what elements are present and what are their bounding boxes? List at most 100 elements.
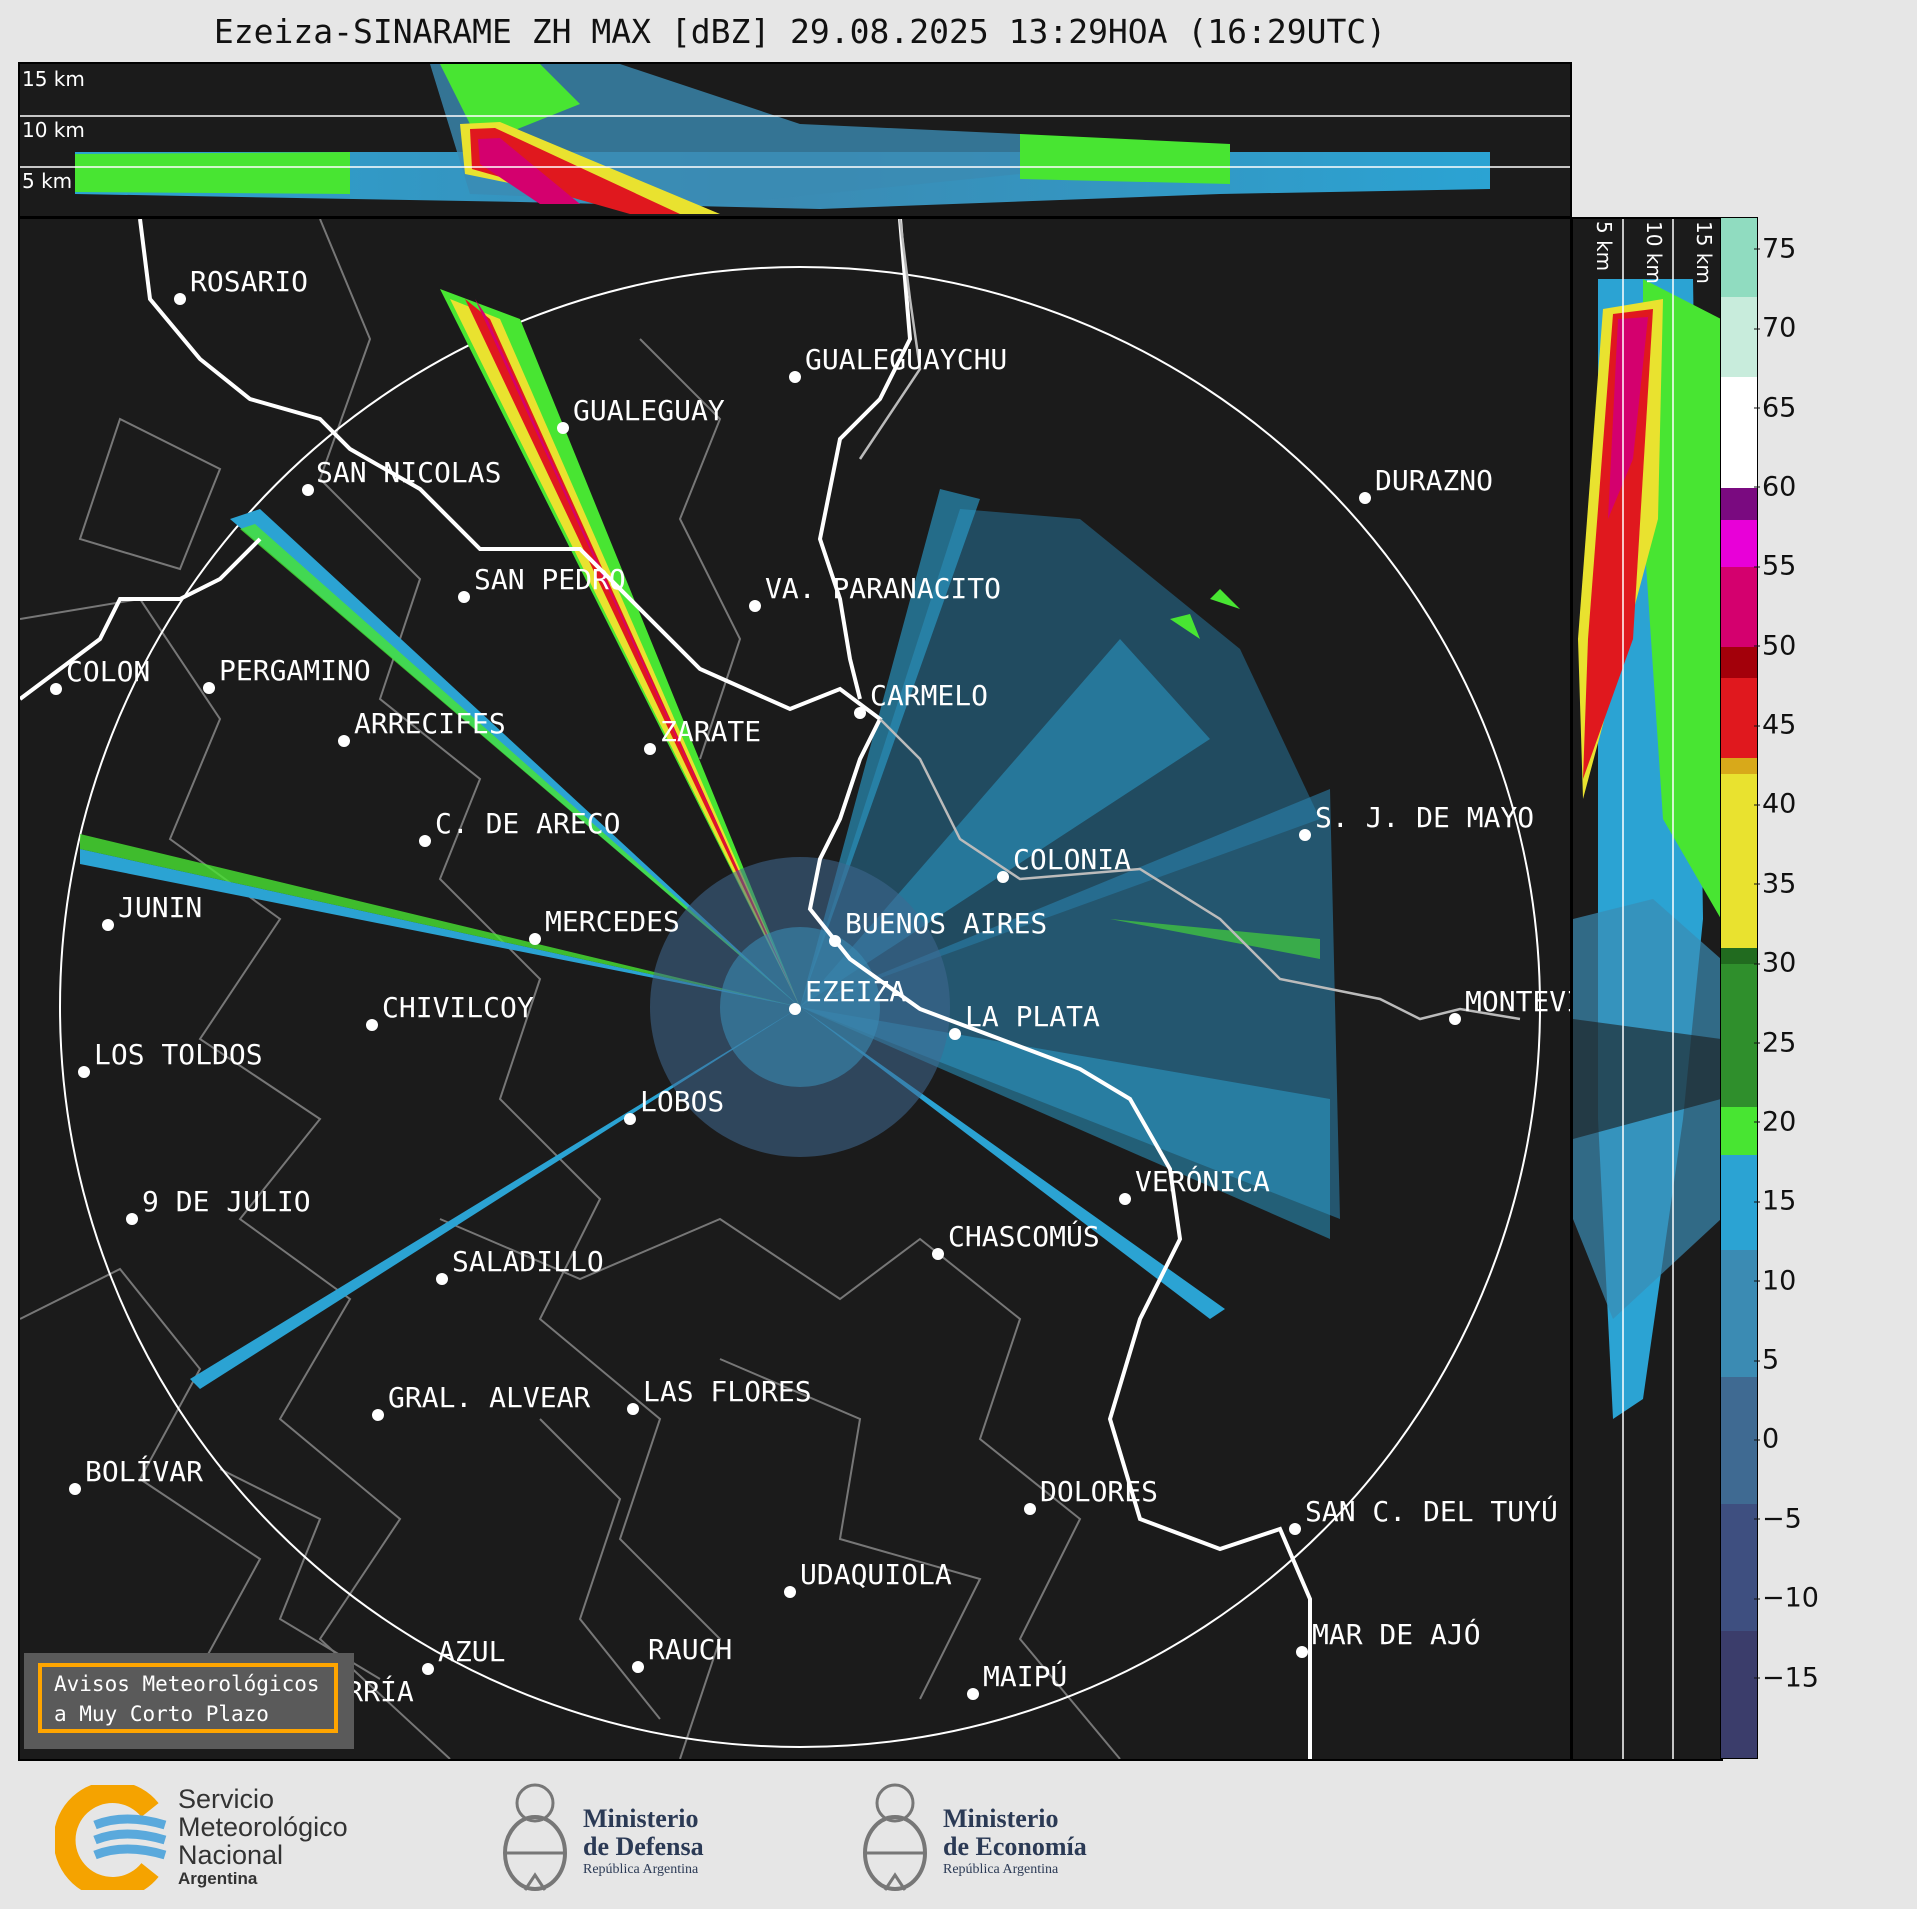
city-label: MONTEVIDEO xyxy=(1465,985,1570,1018)
city-marker xyxy=(1296,1646,1308,1658)
city-marker xyxy=(69,1483,81,1495)
city-marker xyxy=(102,919,114,931)
colorbar-band xyxy=(1721,519,1757,568)
city-label: ROSARIO xyxy=(190,265,308,298)
colorbar-band xyxy=(1721,964,1757,1108)
radar-map[interactable]: ROSARIO GUALEGUAYCHU GUALEGUAY SAN NICOLAS D… xyxy=(20,219,1570,1759)
city-label: 9 DE JULIO xyxy=(142,1185,311,1218)
colorbar-tick-label: 75 xyxy=(1753,233,1797,265)
colorbar-tick-label: 10 xyxy=(1753,1265,1797,1297)
city-label: UDAQUIOLA xyxy=(800,1558,952,1591)
city-label: ZARATE xyxy=(660,715,761,748)
city-label: EZEIZA xyxy=(805,975,906,1008)
city-marker xyxy=(1299,829,1311,841)
city-marker xyxy=(419,835,431,847)
coastline xyxy=(20,219,1312,1759)
economia-line3: República Argentina xyxy=(943,1862,1059,1877)
colorbar-band xyxy=(1721,1154,1757,1250)
city-marker xyxy=(78,1066,90,1078)
city-marker xyxy=(436,1273,448,1285)
colorbar-band xyxy=(1721,218,1757,298)
colorbar-tick-label: 0 xyxy=(1753,1423,1780,1455)
dbz-colorbar xyxy=(1720,217,1758,1759)
city-marker xyxy=(829,935,841,947)
colorbar-band xyxy=(1721,1376,1757,1504)
city-marker xyxy=(932,1248,944,1260)
city-label: DOLORES xyxy=(1040,1475,1158,1508)
colorbar-tick-label: 50 xyxy=(1753,630,1797,662)
avisos-line2: a Muy Corto Plazo xyxy=(54,1702,269,1726)
city-label: GRAL. ALVEAR xyxy=(388,1381,590,1414)
colorbar-band xyxy=(1721,1249,1757,1377)
colorbar-band xyxy=(1721,567,1757,647)
city-label: DURAZNO xyxy=(1375,464,1493,497)
colorbar-band xyxy=(1721,1630,1757,1758)
city-marker xyxy=(203,682,215,694)
coat-of-arms-icon xyxy=(863,1783,927,1891)
side-height-10km: 10 km xyxy=(1642,221,1666,284)
colorbar-band xyxy=(1721,757,1757,774)
city-marker xyxy=(126,1213,138,1225)
smn-line4: Argentina xyxy=(178,1869,258,1888)
economia-line1: Ministerio xyxy=(943,1804,1059,1833)
city-marker xyxy=(458,591,470,603)
city-marker xyxy=(338,735,350,747)
city-marker xyxy=(1119,1193,1131,1205)
colorbar-band xyxy=(1721,1107,1757,1155)
uruguay-coast xyxy=(858,219,1521,1021)
city-label: COLONIA xyxy=(1013,843,1131,876)
colorbar-tick-label: 25 xyxy=(1753,1027,1797,1059)
colorbar-band xyxy=(1721,487,1757,520)
city-marker xyxy=(1359,492,1371,504)
radar-map-panel[interactable]: ROSARIO GUALEGUAYCHU GUALEGUAY SAN NICOLAS D… xyxy=(18,217,1572,1761)
colorbar-tick-label: 45 xyxy=(1753,709,1797,741)
economia-logo: Ministerio de Economía República Argenti… xyxy=(855,1775,1125,1900)
city-marker xyxy=(557,422,569,434)
city-label: GUALEGUAY xyxy=(573,394,725,427)
city-label: SALADILLO xyxy=(452,1245,604,1278)
smn-line2: Meteorológico xyxy=(178,1812,348,1842)
colorbar-tick-label: −5 xyxy=(1754,1503,1802,1535)
city-label: MERCEDES xyxy=(545,905,680,938)
city-label: JUNIN xyxy=(118,891,202,924)
city-marker xyxy=(789,371,801,383)
radar-range-ring xyxy=(59,266,1541,1748)
city-marker xyxy=(624,1113,636,1125)
economia-line2: de Economía xyxy=(943,1832,1087,1861)
top-height-15km: 15 km xyxy=(22,67,85,91)
city-marker xyxy=(174,293,186,305)
city-label: GUALEGUAYCHU xyxy=(805,343,1007,376)
defensa-line2: de Defensa xyxy=(583,1832,704,1861)
defensa-logo: Ministerio de Defensa República Argentin… xyxy=(495,1775,755,1900)
top-height-10km: 10 km xyxy=(22,118,85,142)
city-label: MAR DE AJÓ xyxy=(1312,1617,1481,1651)
city-marker xyxy=(1449,1013,1461,1025)
colorbar-band xyxy=(1721,948,1757,965)
map-title: Ezeiza-SINARAME ZH MAX [dBZ] 29.08.2025 … xyxy=(213,12,1387,51)
top-cross-section-plot: 15 km 10 km 5 km xyxy=(20,64,1570,214)
city-label: VERÓNICA xyxy=(1135,1164,1270,1198)
city-marker xyxy=(949,1028,961,1040)
top-height-5km: 5 km xyxy=(22,169,72,193)
side-cross-section-panel: 5 km 10 km 15 km xyxy=(1571,217,1723,1761)
colorbar-tick-label: 30 xyxy=(1753,947,1797,979)
city-marker xyxy=(997,871,1009,883)
city-label: SAN NICOLAS xyxy=(316,456,501,489)
city-marker xyxy=(789,1003,801,1015)
city-marker xyxy=(529,933,541,945)
colorbar-band xyxy=(1721,376,1757,488)
city-marker xyxy=(627,1403,639,1415)
colorbar-band xyxy=(1721,297,1757,377)
colorbar-band xyxy=(1721,678,1757,758)
city-label: VA. PARANACITO xyxy=(765,572,1001,605)
city-marker xyxy=(422,1663,434,1675)
smn-line1: Servicio xyxy=(178,1784,275,1814)
city-marker xyxy=(366,1019,378,1031)
smn-emblem-icon xyxy=(55,1785,167,1890)
colorbar-band xyxy=(1721,1503,1757,1631)
city-label: LOBOS xyxy=(640,1085,724,1118)
city-label: RAUCH xyxy=(648,1633,732,1666)
city-label: CARMELO xyxy=(870,679,988,712)
radar-echoes xyxy=(80,289,1340,1389)
avisos-button[interactable]: Avisos Meteorológicos a Muy Corto Plazo xyxy=(38,1663,338,1733)
